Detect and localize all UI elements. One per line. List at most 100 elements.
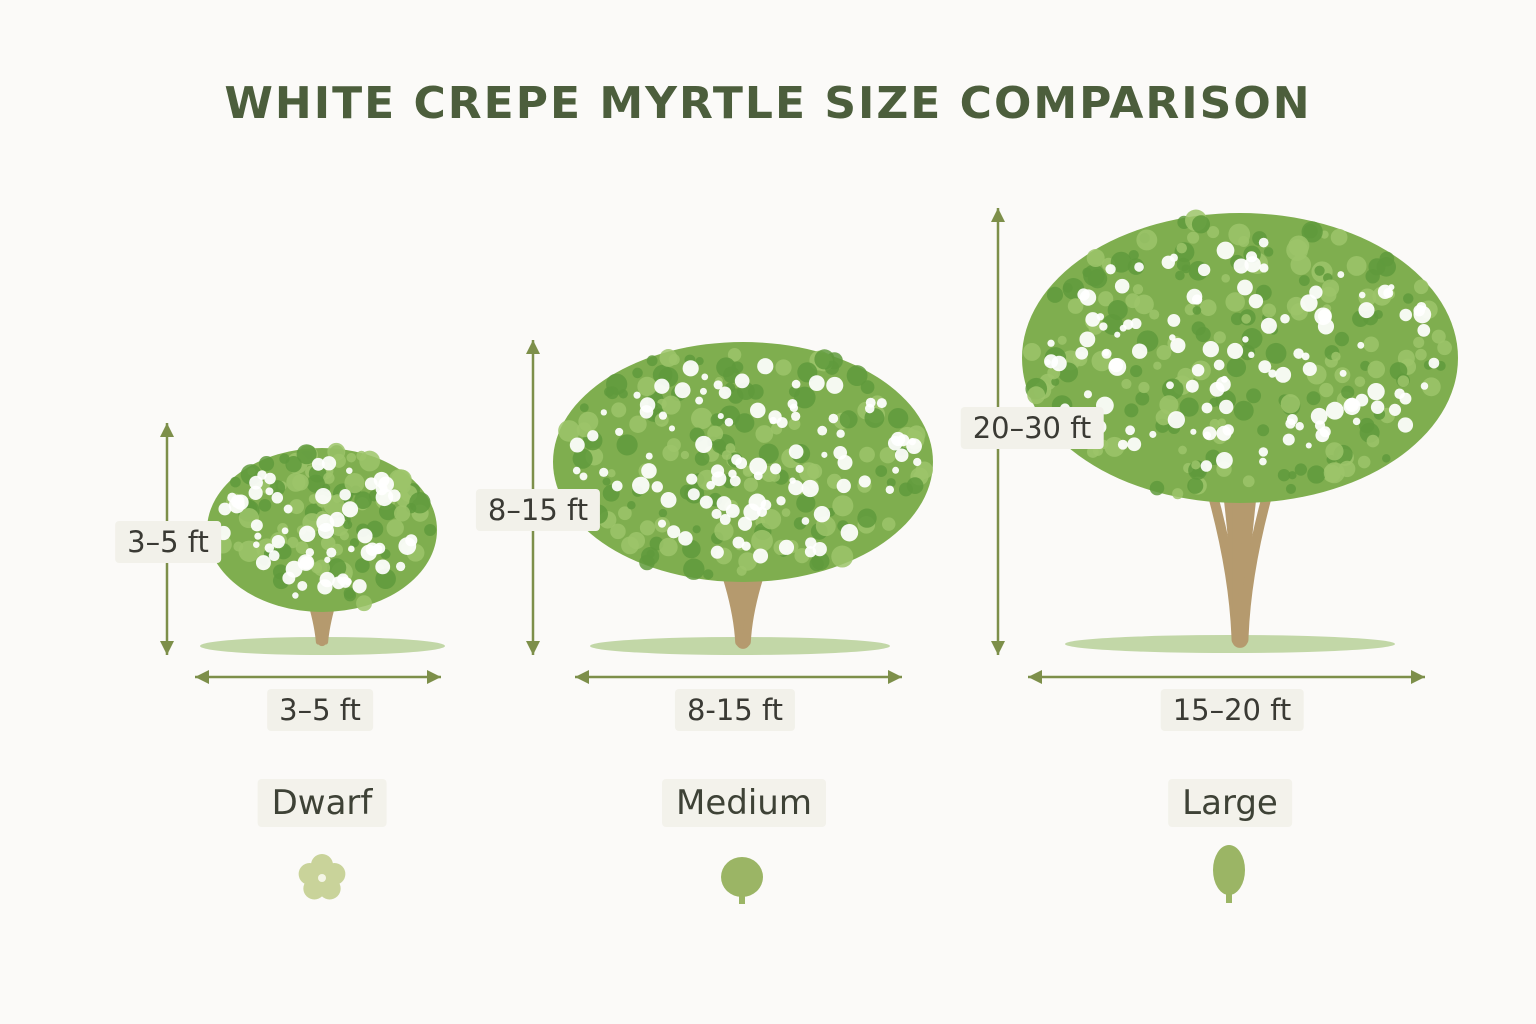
petal [318, 877, 341, 900]
tree-large [1022, 209, 1458, 653]
leaf-cluster [287, 536, 299, 549]
width-arrow-medium [575, 670, 902, 684]
flower-cluster [1275, 366, 1292, 383]
flower-cluster [250, 519, 263, 532]
leaf-cluster [758, 443, 779, 464]
tree-dwarf [200, 442, 445, 655]
leaf-cluster [755, 425, 774, 443]
leaf-cluster [618, 506, 632, 521]
arrow-head [160, 423, 174, 437]
category-label-large: Large [1168, 779, 1292, 827]
arrow-head [526, 340, 540, 354]
leaf-cluster [839, 410, 858, 429]
leaf-cluster [1334, 331, 1350, 347]
flower-cluster [885, 485, 895, 494]
leaf-cluster [731, 361, 744, 374]
leaf-cluster [572, 448, 593, 469]
leaf-cluster [641, 547, 660, 566]
leaf-cluster [1233, 400, 1254, 421]
flower-cluster [1237, 279, 1253, 296]
flower-cluster [326, 547, 337, 558]
leaf-cluster [1057, 335, 1067, 345]
flower-cluster [1413, 304, 1425, 317]
flower-cluster [687, 488, 700, 501]
flower-cluster [600, 409, 607, 416]
flower-cluster [1123, 319, 1134, 330]
flower-cluster [756, 506, 768, 517]
leaf-cluster [875, 465, 888, 477]
flower-cluster [249, 475, 263, 490]
leaf-cluster [1135, 391, 1150, 406]
flower-cluster [1202, 426, 1217, 441]
leaf-cluster [356, 450, 367, 461]
leaf-cluster [793, 386, 816, 409]
flower-cluster [599, 467, 609, 477]
flower-cluster [897, 434, 910, 447]
arrow-head [575, 670, 589, 684]
flower-cluster [716, 496, 732, 511]
flower-cluster [1352, 417, 1361, 426]
leaf-cluster [736, 565, 747, 576]
leaf-cluster [258, 498, 272, 512]
flower-cluster [678, 531, 693, 546]
leaf-cluster [1023, 342, 1041, 361]
leaf-cluster [809, 556, 824, 572]
leaf-cluster [1159, 395, 1179, 415]
flower-cluster [633, 391, 641, 399]
flower-cluster [1127, 437, 1142, 452]
flower-cluster [341, 501, 359, 518]
flower-cluster [1186, 288, 1203, 305]
leaf-cluster [1354, 376, 1366, 387]
leaf-cluster [343, 520, 353, 530]
leaf-cluster [1363, 336, 1379, 353]
leaf-cluster [860, 380, 875, 395]
leaf-cluster [1277, 468, 1291, 482]
leaf-cluster [1102, 314, 1124, 335]
leaf-cluster [1246, 388, 1262, 404]
leaf-cluster [662, 444, 679, 462]
tree-medium [553, 342, 933, 655]
flower-cluster [717, 413, 724, 420]
leaf-cluster [728, 388, 744, 404]
leaf-cluster [1402, 293, 1414, 304]
flower-cluster [1358, 302, 1375, 319]
flower-cluster [264, 472, 276, 485]
flower-cluster [1079, 289, 1097, 306]
leaf-cluster [637, 376, 657, 397]
flower-cluster [1233, 258, 1249, 274]
leaf-cluster [1221, 273, 1231, 283]
flower-cluster [645, 452, 653, 460]
flower-cluster [1399, 392, 1412, 405]
leaf-cluster [1191, 321, 1206, 336]
leaf-cluster [831, 545, 854, 568]
flower-cluster [299, 556, 314, 570]
flower-cluster [324, 556, 331, 563]
height-label-large: 20–30 ft [960, 407, 1104, 449]
flower-cluster [1085, 312, 1101, 327]
leaf-cluster [1238, 235, 1250, 247]
leaf-cluster [695, 357, 704, 366]
flower-cluster [768, 410, 782, 424]
flower-cluster [1216, 241, 1235, 260]
leaf-cluster [1225, 292, 1245, 312]
leaf-cluster [230, 476, 241, 488]
leaf-cluster [1121, 378, 1132, 390]
leaf-cluster [1307, 465, 1326, 484]
arrow-head [1411, 670, 1425, 684]
leaf-cluster [1110, 251, 1132, 273]
flower-cluster [817, 425, 828, 436]
flower-cluster [1388, 403, 1402, 416]
flower-cluster [218, 502, 232, 516]
flower-cluster [1170, 337, 1186, 354]
flower-cluster [701, 373, 709, 381]
leaf-cluster [1314, 265, 1325, 276]
page-title: WHITE CREPE MYRTLE SIZE COMPARISON [224, 78, 1312, 129]
flower-cluster [788, 444, 804, 460]
flower-cluster [1167, 313, 1181, 327]
flower-cluster [375, 559, 391, 575]
icon-canopy [1213, 845, 1245, 895]
leaf-cluster [1207, 226, 1220, 239]
leaf-cluster [285, 456, 302, 473]
flower-cluster [352, 579, 367, 594]
